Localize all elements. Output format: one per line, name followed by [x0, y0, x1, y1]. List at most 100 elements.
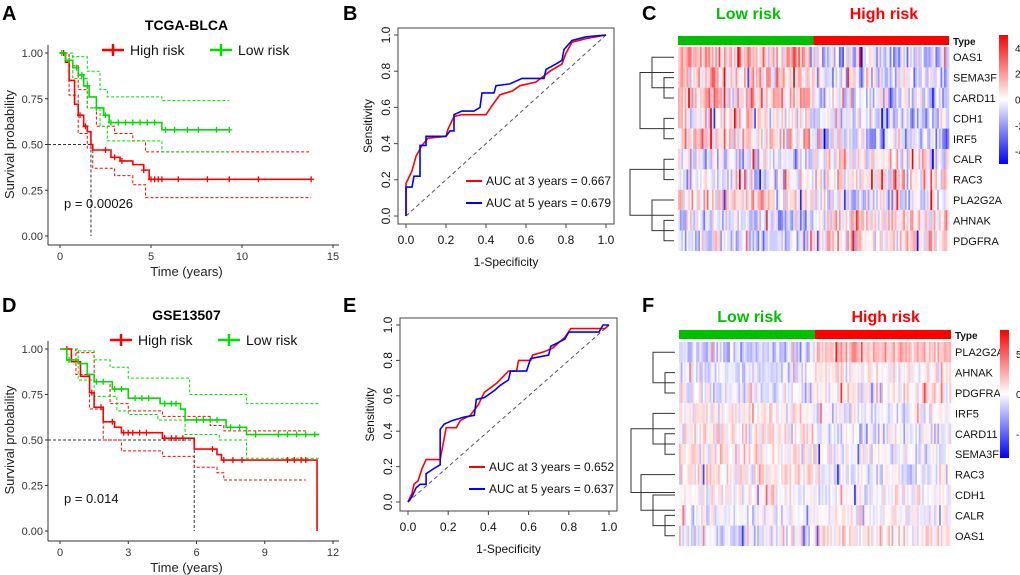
heatmap-cell	[789, 423, 792, 444]
heatmap-cell	[942, 342, 945, 363]
heatmap-cell	[755, 342, 758, 363]
heatmap-cell	[838, 169, 841, 190]
heatmap-cell	[779, 149, 782, 170]
heatmap-cell	[908, 505, 911, 526]
heatmap-cell	[882, 47, 885, 68]
heatmap-cell	[866, 525, 868, 546]
heatmap-cell	[825, 525, 828, 546]
heatmap-cell	[920, 47, 923, 68]
heatmap-cell	[894, 505, 897, 526]
heatmap-cell	[738, 382, 741, 404]
heatmap-cell	[827, 128, 830, 149]
heatmap-cell	[852, 47, 855, 68]
legend-swatch	[210, 44, 232, 56]
heatmap-cell	[803, 47, 806, 68]
heatmap-cell	[701, 87, 704, 109]
heatmap-cell	[854, 484, 857, 506]
censor-mark	[311, 431, 318, 438]
heatmap-cell	[840, 423, 843, 444]
heatmap-cell	[849, 189, 852, 211]
heatmap-cell	[913, 67, 916, 88]
heatmap-cell	[811, 464, 814, 485]
heatmap-cell	[726, 403, 729, 424]
heatmap-cell	[850, 149, 853, 170]
heatmap-cell	[947, 403, 950, 424]
heatmap-cell	[837, 67, 840, 88]
heatmap-cell	[752, 189, 755, 211]
heatmap-cell	[813, 362, 816, 383]
heatmap-cell	[869, 149, 872, 170]
heatmap-cell	[947, 230, 950, 251]
heatmap-cell	[838, 108, 841, 129]
heatmap-cell	[934, 525, 936, 546]
heatmap-cell	[850, 108, 853, 129]
heatmap-cell	[784, 484, 787, 506]
heatmap-cell	[740, 210, 743, 231]
heatmap-cell	[726, 342, 729, 363]
heatmap-cell	[920, 169, 923, 190]
heatmap-cell	[775, 464, 778, 485]
heatmap-cell	[716, 128, 719, 149]
heatmap-cell	[864, 382, 867, 404]
heatmap-cell	[694, 210, 697, 231]
heatmap-cell	[747, 403, 749, 424]
heatmap-cell	[913, 444, 916, 465]
heatmap-cell	[910, 87, 913, 109]
heatmap-cell	[774, 230, 777, 251]
heatmap-cell	[896, 230, 899, 251]
heatmap-cell	[893, 189, 896, 211]
heatmap-cell	[728, 423, 731, 444]
heatmap-cell	[845, 47, 848, 68]
heatmap-cell	[813, 444, 816, 465]
heatmap-cell	[803, 484, 806, 506]
censor-mark	[145, 395, 152, 402]
heatmap-cell	[781, 423, 783, 444]
heatmap-cell	[747, 362, 749, 383]
heatmap-cell	[694, 382, 697, 404]
heatmap-cell	[891, 47, 894, 68]
heatmap-cell	[855, 67, 858, 88]
heatmap-cell	[679, 362, 681, 383]
heatmap-cell	[940, 484, 943, 506]
heatmap-cell	[693, 189, 696, 211]
plot-frame	[397, 27, 615, 225]
heatmap-cell	[877, 382, 880, 404]
heatmap-cell	[803, 67, 806, 88]
heatmap-cell	[762, 525, 765, 546]
heatmap-cell	[804, 505, 807, 526]
heatmap-cell	[828, 108, 831, 129]
heatmap-cell	[693, 87, 696, 109]
heatmap-cell	[755, 108, 758, 129]
heatmap-cell	[877, 108, 880, 129]
heatmap-cell	[750, 108, 753, 129]
heatmap-cell	[679, 108, 682, 129]
heatmap-cell	[811, 128, 814, 149]
heatmap-cell	[886, 67, 889, 88]
heatmap-cell	[915, 149, 918, 170]
heatmap-cell	[687, 525, 690, 546]
heatmap-cell	[852, 210, 855, 231]
heatmap-cell	[809, 444, 812, 465]
heatmap-cell	[864, 67, 867, 88]
heatmap-cell	[849, 210, 852, 231]
heatmap-cell	[898, 382, 901, 404]
heatmap-cell	[781, 108, 784, 129]
heatmap-cell	[701, 67, 704, 88]
heatmap-cell	[862, 505, 865, 526]
heatmap-cell	[752, 403, 755, 424]
heatmap-cell	[789, 128, 792, 149]
heatmap-cell	[753, 403, 756, 424]
heatmap-cell	[872, 189, 875, 211]
heatmap-cell	[862, 362, 865, 383]
heatmap-cell	[860, 87, 863, 109]
heatmap-cell	[716, 464, 719, 485]
heatmap-cell	[765, 362, 768, 383]
heatmap-cell	[733, 108, 736, 129]
heatmap-cells	[678, 47, 950, 251]
heatmap-cell	[714, 444, 717, 465]
heatmap-cell	[769, 505, 772, 526]
heatmap-cell	[821, 47, 824, 68]
heatmap-cell	[893, 464, 896, 485]
heatmap-cell	[855, 342, 858, 363]
heatmap-cell	[893, 362, 896, 383]
